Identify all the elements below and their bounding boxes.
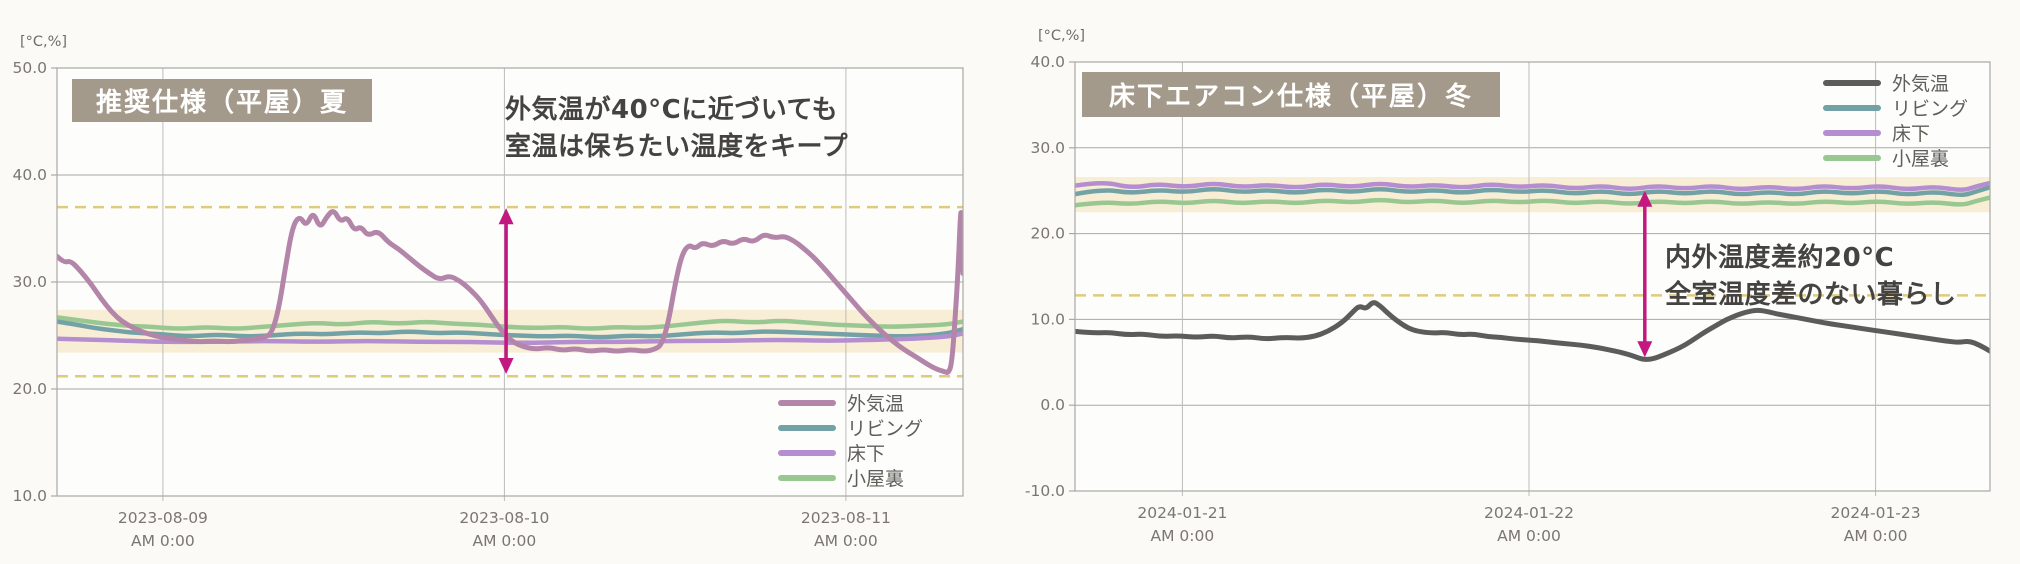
chart-annotation: 内外温度差約20°C 全室温度差のない暮らし [1665,240,1957,314]
y-tick-label: 0.0 [1040,396,1065,414]
x-tick-label-date: 2023-08-09 [118,509,208,527]
legend-item-living: リビング [1823,95,1968,120]
winter-chart-panel: 40.0 30.0 20.0 10.0 0.0 -10.0 2024-01-21 AM 0:0… [1010,0,2020,564]
legend-item-underfloor: 床下 [778,440,923,465]
y-tick-label: 20.0 [1030,225,1065,243]
chart-title-badge: 床下エアコン仕様（平屋）冬 [1082,72,1500,117]
series-group [57,209,963,375]
legend-label: リビング [1892,98,1969,120]
series-line-living [57,319,963,340]
series-line-outdoor-temp [57,209,963,375]
series-group [1075,180,1990,362]
series-line-attic [1075,195,1990,208]
chart-title-badge: 推奨仕様（平屋）夏 [72,79,372,122]
arrow-head-up-icon [1637,190,1653,207]
x-tick-label-time: AM 0:00 [131,532,195,550]
axis-unit-label: [°C,%] [20,34,67,50]
plot-border [56,67,964,497]
legend-item-underfloor: 床下 [1823,120,1968,145]
x-tick-label-date: 2023-08-10 [459,509,549,527]
legend-line-swatch [778,474,836,481]
y-tick-label: 30.0 [12,273,47,291]
chart-legend: 外気温 リビング 床下 小屋裏 [778,390,923,490]
arrow-head-up-icon [498,208,514,225]
legend-line-swatch [778,424,836,431]
legend-line-swatch [1823,154,1881,161]
x-tick-label-time: AM 0:00 [1151,527,1215,545]
y-tick-label: 40.0 [1030,53,1065,71]
legend-line-swatch [1823,104,1881,111]
series-line-outdoor-temp [1075,300,1990,362]
arrow-head-down-icon [1637,341,1653,358]
legend-item-attic: 小屋裏 [1823,145,1968,170]
summer-chart-plot: 50.0 40.0 30.0 20.0 10.0 2023-08-09 AM 0:00 202… [12,34,964,550]
x-tick-label-time: AM 0:00 [1497,527,1561,545]
legend-label: 小屋裏 [847,468,905,490]
x-tick-label-date: 2024-01-21 [1137,504,1227,522]
y-tick-label: 10.0 [12,487,47,505]
x-tick-label-date: 2023-08-11 [801,509,891,527]
y-tick-label: 40.0 [12,166,47,184]
x-tick-label-date: 2024-01-23 [1831,504,1921,522]
y-tick-label: -10.0 [1025,482,1065,500]
arrow-head-down-icon [498,358,514,374]
legend-label: 小屋裏 [1892,148,1950,170]
annotation-line-2: 室温は保ちたい温度をキープ [505,132,848,162]
summer-chart-panel: 50.0 40.0 30.0 20.0 10.0 2023-08-09 AM 0:00 202… [12,34,964,550]
legend-line-swatch [1823,129,1881,136]
legend-line-swatch [778,449,836,456]
chart-legend: 外気温 リビング 床下 小屋裏 [1823,70,1968,170]
legend-label: 床下 [847,443,886,465]
y-tick-label: 30.0 [1030,139,1065,157]
legend-label: 床下 [1892,123,1931,145]
x-tick-label-time: AM 0:00 [473,532,537,550]
x-tick-label-time: AM 0:00 [814,532,878,550]
annotation-line-1: 外気温が40°Cに近づいても [505,95,839,125]
series-line-attic [57,315,963,331]
x-tick-label-time: AM 0:00 [1844,527,1908,545]
legend-line-swatch [1823,79,1881,86]
legend-item-attic: 小屋裏 [778,465,923,490]
annotation-line-1: 内外温度差約20°C [1665,243,1895,273]
plot-border [1074,61,1991,492]
legend-item-outdoor-temp: 外気温 [1823,70,1968,95]
series-line-underfloor [1075,180,1990,192]
legend-item-outdoor-temp: 外気温 [778,390,923,415]
x-tick-label-date: 2024-01-22 [1484,504,1574,522]
annotation-line-2: 全室温度差のない暮らし [1665,280,1957,310]
series-line-living [1075,185,1990,197]
legend-label: 外気温 [847,393,905,415]
legend-item-living: リビング [778,415,923,440]
y-tick-label: 10.0 [1030,310,1065,328]
legend-label: 外気温 [1892,73,1950,95]
legend-line-swatch [778,399,836,406]
chart-annotation: 外気温が40°Cに近づいても 室温は保ちたい温度をキープ [505,92,848,166]
comfort-band [57,309,963,353]
axis-unit-label: [°C,%] [1038,28,1085,44]
y-tick-label: 20.0 [12,380,47,398]
legend-label: リビング [847,418,924,440]
y-tick-label: 50.0 [12,59,47,77]
